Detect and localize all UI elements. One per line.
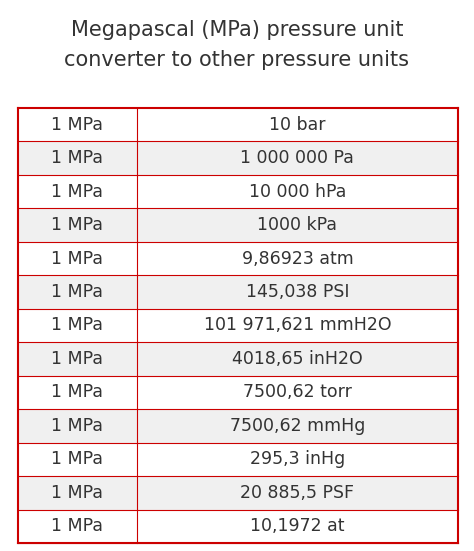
Bar — [137, 276, 458, 309]
Text: 1 MPa: 1 MPa — [51, 417, 103, 435]
Bar — [137, 442, 458, 476]
Bar — [137, 208, 458, 242]
Text: 1 MPa: 1 MPa — [51, 484, 103, 502]
Text: 101 971,621 mmH2O: 101 971,621 mmH2O — [204, 316, 391, 334]
Bar — [137, 175, 458, 208]
Text: 295,3 inHg: 295,3 inHg — [250, 450, 345, 468]
Text: 1 MPa: 1 MPa — [51, 450, 103, 468]
Text: 1 MPa: 1 MPa — [51, 149, 103, 167]
Text: converter to other pressure units: converter to other pressure units — [64, 50, 410, 70]
Text: 20 885,5 PSF: 20 885,5 PSF — [240, 484, 355, 502]
Bar — [18, 242, 137, 276]
Text: 1 MPa: 1 MPa — [51, 517, 103, 535]
Text: Megapascal (MPa) pressure unit: Megapascal (MPa) pressure unit — [71, 20, 403, 40]
Text: 1 MPa: 1 MPa — [51, 116, 103, 134]
Text: 1 MPa: 1 MPa — [51, 250, 103, 268]
Text: 1000 kPa: 1000 kPa — [257, 216, 337, 234]
Text: 1 MPa: 1 MPa — [51, 216, 103, 234]
Text: 9,86923 atm: 9,86923 atm — [242, 250, 353, 268]
Text: 10,1972 at: 10,1972 at — [250, 517, 345, 535]
Bar — [18, 142, 137, 175]
Bar — [137, 142, 458, 175]
Bar — [18, 108, 137, 142]
Bar — [18, 476, 137, 510]
Text: 1 000 000 Pa: 1 000 000 Pa — [240, 149, 355, 167]
Bar — [137, 309, 458, 342]
Bar — [18, 342, 137, 376]
Text: 1 MPa: 1 MPa — [51, 182, 103, 201]
Text: 145,038 PSI: 145,038 PSI — [246, 283, 349, 301]
Text: 7500,62 torr: 7500,62 torr — [243, 383, 352, 402]
Text: 4018,65 inH2O: 4018,65 inH2O — [232, 350, 363, 368]
Bar — [137, 342, 458, 376]
Bar — [18, 208, 137, 242]
Bar — [137, 376, 458, 409]
Bar — [18, 309, 137, 342]
Bar — [18, 510, 137, 543]
Bar — [137, 242, 458, 276]
Bar — [137, 108, 458, 142]
Text: 10 000 hPa: 10 000 hPa — [249, 182, 346, 201]
Text: 1 MPa: 1 MPa — [51, 316, 103, 334]
Bar — [18, 276, 137, 309]
Bar — [18, 409, 137, 442]
Bar — [18, 175, 137, 208]
Bar — [18, 376, 137, 409]
Text: 1 MPa: 1 MPa — [51, 283, 103, 301]
Text: 1 MPa: 1 MPa — [51, 350, 103, 368]
Bar — [137, 510, 458, 543]
Bar — [137, 476, 458, 510]
Bar — [18, 442, 137, 476]
Text: 1 MPa: 1 MPa — [51, 383, 103, 402]
Text: 10 bar: 10 bar — [269, 116, 326, 134]
Bar — [137, 409, 458, 442]
Text: 7500,62 mmHg: 7500,62 mmHg — [230, 417, 365, 435]
